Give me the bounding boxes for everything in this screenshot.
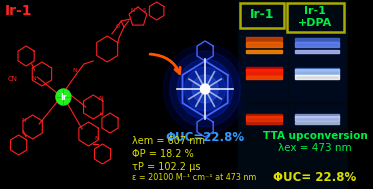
Bar — [246, 76, 282, 79]
Circle shape — [200, 84, 210, 94]
Text: N: N — [130, 9, 134, 13]
Bar — [295, 69, 339, 75]
FancyBboxPatch shape — [240, 2, 284, 28]
Bar — [246, 37, 282, 41]
Bar — [295, 114, 339, 117]
Text: CN: CN — [7, 76, 18, 82]
Bar — [295, 122, 339, 124]
Bar — [295, 68, 339, 71]
Circle shape — [163, 44, 247, 134]
Bar — [241, 105, 287, 127]
Text: Ir-1
+DPA: Ir-1 +DPA — [298, 6, 332, 28]
Bar — [295, 42, 339, 47]
Text: Ir: Ir — [60, 92, 67, 101]
Text: λex = 473 nm: λex = 473 nm — [278, 143, 352, 153]
Text: ΦUC= 22.8%: ΦUC= 22.8% — [273, 171, 357, 184]
Bar — [295, 38, 339, 41]
Bar — [295, 116, 339, 121]
Text: N: N — [72, 68, 77, 74]
Text: ΦUC=22.8%: ΦUC=22.8% — [166, 131, 245, 144]
Bar — [246, 50, 282, 53]
Bar — [246, 67, 282, 71]
Text: S: S — [143, 9, 146, 13]
Bar — [241, 31, 287, 101]
Bar — [295, 50, 339, 53]
Text: Ir-1: Ir-1 — [4, 4, 32, 18]
Text: N: N — [22, 119, 26, 123]
Text: O: O — [115, 25, 120, 29]
Bar — [246, 69, 282, 75]
Text: N: N — [95, 136, 99, 142]
Text: λem = 607 nm: λem = 607 nm — [132, 136, 206, 146]
Text: N: N — [98, 97, 103, 101]
Bar — [289, 105, 345, 127]
Bar — [238, 0, 348, 189]
Text: τP = 102.2 μs: τP = 102.2 μs — [132, 162, 201, 172]
Text: Ir-1: Ir-1 — [250, 9, 274, 22]
Bar — [246, 42, 282, 47]
Circle shape — [56, 89, 71, 105]
Circle shape — [185, 67, 226, 111]
Text: TTA upconversion: TTA upconversion — [263, 131, 367, 141]
Text: N: N — [31, 77, 36, 81]
Bar — [246, 116, 282, 121]
Circle shape — [177, 59, 233, 119]
Text: ΦP = 18.2 %: ΦP = 18.2 % — [132, 149, 194, 159]
Circle shape — [192, 75, 218, 103]
Circle shape — [170, 51, 241, 127]
Bar — [289, 31, 345, 101]
Bar — [246, 114, 282, 117]
Bar — [246, 122, 282, 124]
Bar — [295, 75, 339, 79]
FancyBboxPatch shape — [287, 2, 344, 32]
Text: ε = 20100 M⁻¹ cm⁻¹ at 473 nm: ε = 20100 M⁻¹ cm⁻¹ at 473 nm — [132, 173, 257, 182]
